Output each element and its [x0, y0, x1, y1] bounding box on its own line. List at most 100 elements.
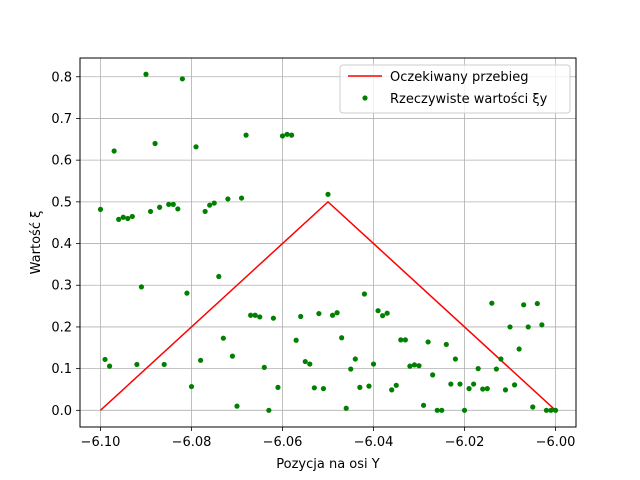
- data-point: [275, 384, 281, 390]
- data-point: [339, 335, 345, 341]
- data-point: [525, 324, 531, 330]
- data-point: [507, 324, 513, 330]
- data-point: [466, 386, 472, 392]
- x-axis-ticks: −6.10 −6.08 −6.06 −6.04 −6.02 −6.00: [81, 427, 576, 450]
- data-point: [143, 71, 149, 77]
- data-point: [311, 385, 317, 391]
- data-point: [475, 366, 481, 372]
- data-point: [384, 310, 390, 316]
- data-point: [152, 140, 158, 147]
- x-tick-label: −6.06: [263, 435, 303, 450]
- data-point: [480, 386, 486, 392]
- data-point: [234, 403, 240, 409]
- data-point: [270, 315, 276, 321]
- data-point: [521, 302, 527, 308]
- x-tick-label: −6.04: [354, 435, 394, 450]
- data-point: [411, 362, 418, 368]
- data-point: [243, 132, 249, 138]
- data-point: [302, 358, 308, 365]
- data-point: [279, 133, 286, 139]
- legend: Oczekiwany przebieg Rzeczywiste wartości…: [339, 64, 571, 114]
- data-point: [511, 382, 518, 388]
- data-point: [548, 407, 554, 413]
- data-point: [97, 206, 104, 212]
- y-tick-label: 0.1: [51, 362, 72, 377]
- data-point: [348, 366, 354, 372]
- legend-label-expected: Oczekiwany przebieg: [390, 70, 529, 85]
- y-tick-label: 0.0: [51, 404, 72, 419]
- data-point: [225, 196, 231, 202]
- data-point: [343, 405, 349, 411]
- grid: [80, 58, 576, 427]
- data-point: [352, 356, 358, 362]
- data-point: [434, 407, 440, 413]
- data-point: [393, 382, 399, 388]
- data-point: [420, 402, 427, 408]
- legend-label-actual: Rzeczywiste wartości ξy: [390, 92, 548, 107]
- data-point: [489, 300, 495, 306]
- data-point: [493, 366, 499, 372]
- x-tick-label: −6.00: [536, 435, 576, 450]
- data-point: [307, 361, 313, 367]
- data-point: [166, 201, 172, 207]
- data-point: [284, 131, 290, 137]
- data-point: [502, 387, 509, 393]
- data-point: [425, 339, 431, 345]
- data-point: [543, 407, 550, 413]
- data-point: [430, 372, 436, 378]
- y-tick-label: 0.2: [51, 320, 72, 335]
- data-point: [461, 407, 468, 413]
- legend-dot-swatch: [362, 95, 368, 101]
- x-axis-label: Pozycja na osi Y: [276, 457, 380, 472]
- data-point: [161, 361, 167, 368]
- data-point: [398, 337, 404, 343]
- data-point: [211, 200, 217, 206]
- y-tick-label: 0.8: [51, 70, 72, 85]
- data-point: [375, 308, 381, 314]
- data-point: [298, 313, 304, 320]
- y-tick-label: 0.6: [51, 154, 72, 169]
- data-point: [484, 386, 490, 392]
- data-point: [320, 386, 327, 392]
- data-point: [197, 357, 204, 363]
- data-point: [220, 335, 226, 341]
- data-point: [266, 407, 272, 413]
- data-point: [257, 314, 263, 320]
- y-tick-label: 0.4: [51, 237, 72, 252]
- data-point: [439, 407, 445, 413]
- data-point: [125, 215, 131, 222]
- data-point: [116, 216, 122, 222]
- data-point: [443, 341, 449, 348]
- data-point: [111, 148, 117, 154]
- data-point: [147, 208, 154, 215]
- data-point: [498, 356, 504, 362]
- data-point: [416, 363, 422, 369]
- data-point: [138, 284, 145, 290]
- data-point: [452, 356, 459, 362]
- data-point: [193, 144, 199, 150]
- data-point: [238, 195, 245, 201]
- data-point: [334, 310, 340, 316]
- data-point: [179, 76, 185, 82]
- plot-frame: [79, 57, 577, 428]
- data-point: [120, 214, 126, 220]
- data-point: [516, 346, 522, 352]
- data-point: [530, 404, 536, 410]
- data-point: [184, 290, 190, 296]
- data-point: [293, 337, 299, 343]
- data-point: [316, 310, 322, 317]
- data-point: [157, 204, 163, 210]
- y-tick-label: 0.5: [51, 195, 72, 210]
- data-point: [216, 273, 222, 280]
- y-axis-label: Wartość ξ: [29, 211, 44, 275]
- data-point: [539, 322, 545, 328]
- plot-series: [97, 71, 559, 413]
- data-point: [170, 201, 176, 207]
- data-point: [202, 208, 208, 215]
- data-point: [288, 132, 295, 138]
- data-point: [188, 383, 195, 390]
- x-tick-label: −6.10: [81, 435, 121, 450]
- data-point: [357, 384, 363, 390]
- data-point: [134, 361, 140, 368]
